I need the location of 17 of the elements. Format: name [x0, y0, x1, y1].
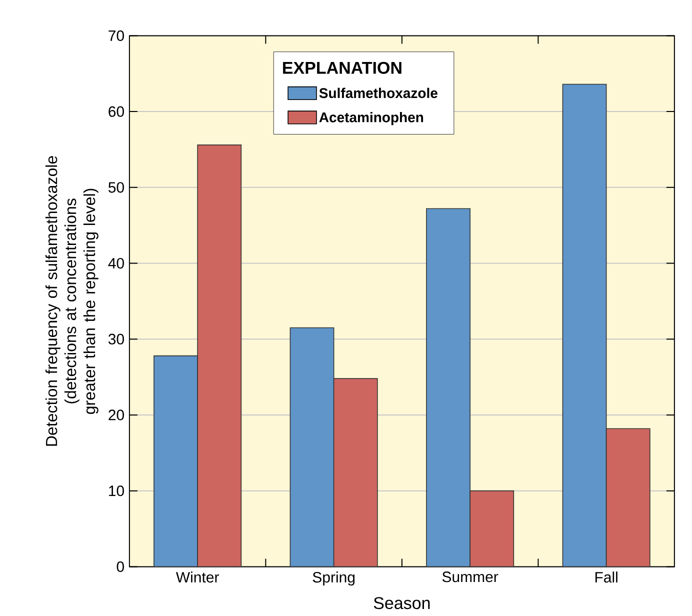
- legend-label: Acetaminophen: [319, 112, 424, 126]
- y-tick-label: 20: [108, 410, 124, 420]
- x-tick-label: Winter: [176, 572, 219, 583]
- y-tick-label: 40: [108, 258, 124, 269]
- y-tick-label: 0: [116, 561, 124, 572]
- y-axis-title: Detection frequency of sulfamethoxazole (detections at concentrations greater than the reporting level): [45, 156, 98, 446]
- x-tick-label: Spring: [312, 572, 355, 586]
- legend-title: EXPLANATION: [283, 62, 402, 74]
- x-tick-label: Summer: [442, 572, 498, 582]
- x-axis-title: Season: [374, 597, 430, 610]
- y-tick-label: 70: [108, 30, 124, 41]
- y-tick-label: 30: [108, 334, 124, 344]
- y-tick-label: 10: [109, 486, 124, 496]
- legend-label: Sulfamethoxazole: [319, 88, 438, 98]
- x-tick-label: Fall: [595, 572, 618, 583]
- y-tick-label: 60: [108, 106, 124, 117]
- y-tick-label: 50: [108, 182, 124, 193]
